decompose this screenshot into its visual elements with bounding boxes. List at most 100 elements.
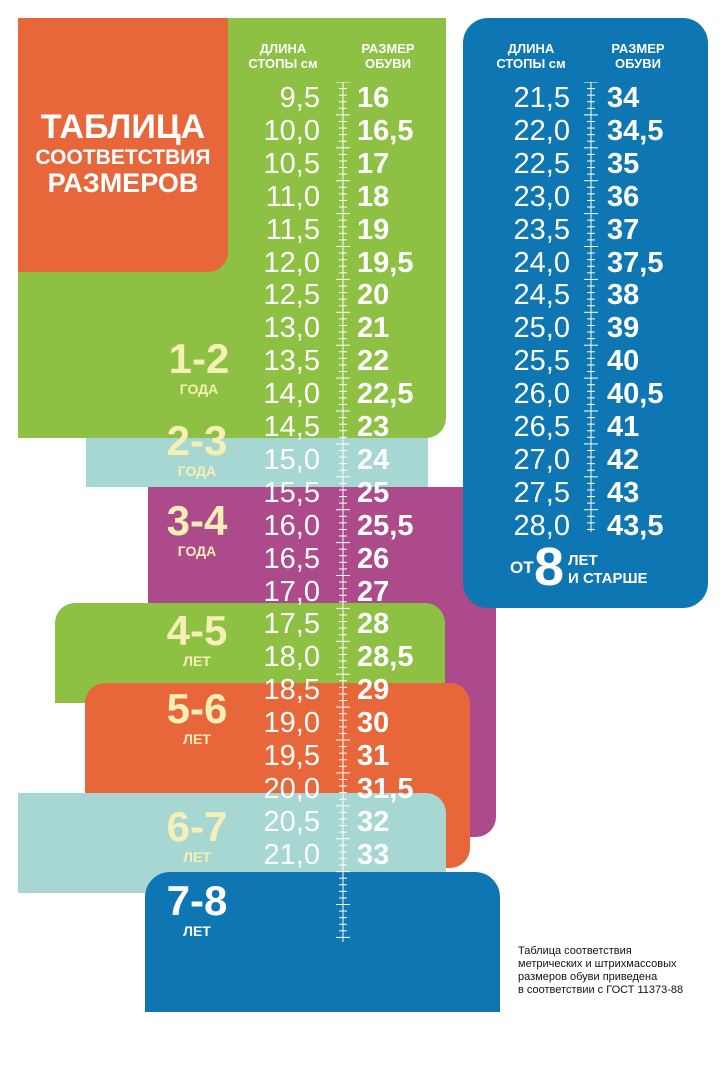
- header-size: РАЗМЕР ОБУВИ: [361, 41, 415, 71]
- age-range: 2-3: [166, 417, 228, 464]
- foot-length-cell: 10,0: [263, 114, 320, 147]
- shoe-size-cell: 21: [357, 312, 390, 345]
- shoe-size-cell: 30: [357, 707, 390, 740]
- shoe-size-cell: 22: [357, 345, 390, 378]
- age-group-label: 1-2 ГОДА: [144, 335, 254, 397]
- shoe-size-cell: 27: [357, 575, 390, 608]
- foot-length-cell: 28,0: [513, 509, 570, 542]
- foot-length-cell: 23,5: [513, 213, 570, 246]
- age-unit: ГОДА: [179, 381, 219, 397]
- shoe-size-cell: 16: [357, 82, 390, 114]
- age-range: 5-6: [166, 685, 228, 732]
- shoe-size-cell: 28,5: [357, 641, 414, 674]
- foot-length-cell: 27,0: [513, 443, 570, 476]
- foot-length-cell: 27,5: [513, 476, 570, 509]
- age-unit: ЛЕТ: [183, 849, 211, 865]
- foot-length-cell: 18,0: [263, 641, 320, 674]
- shoe-size-cell: 17: [357, 147, 390, 180]
- shoe-size-cell: 38: [607, 279, 640, 312]
- foot-length-cell: 25,0: [513, 312, 570, 345]
- age-unit: ЛЕТ: [183, 923, 211, 939]
- foot-length-cell: 20,0: [263, 772, 320, 805]
- foot-length-cell: 13,5: [263, 345, 320, 378]
- age-group-label: 5-6 ЛЕТ: [142, 685, 252, 747]
- shoe-size-cell: 16,5: [357, 114, 414, 147]
- foot-length-cell: 21,5: [513, 82, 570, 114]
- shoe-size-cell: 28: [357, 608, 390, 641]
- age-range: 6-7: [166, 803, 228, 850]
- bg-block-purple-3-4: [148, 487, 460, 603]
- age-unit: ГОДА: [177, 543, 217, 559]
- shoe-size-cell: 18: [357, 180, 390, 213]
- foot-length-cell: 12,5: [263, 279, 320, 312]
- age-unit: ЛЕТ: [183, 731, 211, 747]
- shoe-size-cell: 34: [607, 82, 640, 114]
- foot-length-cell: 15,5: [263, 476, 320, 509]
- foot-length-cell: 9,5: [279, 82, 320, 114]
- shoe-size-cell: 37,5: [607, 246, 664, 279]
- shoe-size-cell: 19,5: [357, 246, 414, 279]
- foot-length-cell: 11,5: [265, 213, 320, 246]
- shoe-size-cell: 29: [357, 674, 390, 707]
- foot-length-cell: 22,0: [513, 114, 570, 147]
- age-range: 4-5: [166, 607, 228, 654]
- age-unit: ГОДА: [177, 463, 217, 479]
- foot-length-cell: 10,5: [263, 147, 320, 180]
- shoe-size-cell: 31: [357, 740, 390, 772]
- shoe-size-cell: 39: [607, 312, 640, 345]
- shoe-size-cell: 36: [607, 180, 640, 213]
- foot-length-cell: 20,5: [263, 805, 320, 838]
- shoe-size-cell: 42: [607, 443, 640, 476]
- shoe-size-cell: 32: [357, 805, 390, 838]
- age-range: 3-4: [166, 497, 228, 544]
- bg-block-orange-title: [18, 18, 228, 272]
- header-size-right: РАЗМЕР ОБУВИ: [611, 41, 665, 71]
- age-unit: ЛЕТ: [183, 653, 211, 669]
- shoe-size-cell: 26: [357, 542, 390, 575]
- foot-length-cell: 22,5: [513, 147, 570, 180]
- shoe-size-cell: 40,5: [607, 378, 664, 411]
- foot-length-cell: 19,0: [263, 707, 320, 740]
- age-range: 7-8: [166, 877, 228, 924]
- shoe-size-cell: 19: [357, 213, 390, 246]
- footnote: Таблица соответствия метрических и штрих…: [518, 945, 684, 996]
- shoe-size-cell: 43: [607, 476, 640, 509]
- foot-length-cell: 16,0: [263, 509, 320, 542]
- foot-length-cell: 23,0: [513, 180, 570, 213]
- shoe-size-cell: 20: [357, 279, 390, 312]
- shoe-size-cell: 25,5: [357, 509, 414, 542]
- age-range: 1-2: [168, 335, 230, 382]
- shoe-size-cell: 22,5: [357, 378, 414, 411]
- foot-length-cell: 26,5: [513, 411, 570, 443]
- title-line-1: ТАБЛИЦА: [40, 108, 206, 146]
- header-length: ДЛИНА СТОПЫ см: [248, 41, 318, 71]
- older-prefix: ОТ: [510, 558, 534, 577]
- foot-length-cell: 14,0: [263, 378, 320, 411]
- foot-length-cell: 25,5: [513, 345, 570, 378]
- foot-length-cell: 12,0: [263, 246, 320, 279]
- page-title: ТАБЛИЦА СООТВЕТСТВИЯ РАЗМЕРОВ: [18, 110, 228, 197]
- shoe-size-cell: 23: [357, 411, 390, 443]
- foot-length-cell: 21,0: [263, 838, 320, 871]
- foot-length-cell: 17,0: [263, 575, 320, 608]
- age-group-label: 7-8 ЛЕТ: [142, 877, 252, 939]
- age-group-label: 3-4 ГОДА: [142, 497, 252, 559]
- foot-length-cell: 16,5: [263, 542, 320, 575]
- older-line-2: И СТАРШЕ: [568, 570, 648, 587]
- age-group-label: 2-3 ГОДА: [142, 417, 252, 479]
- shoe-size-cell: 41: [607, 411, 640, 443]
- foot-length-cell: 18,5: [263, 674, 320, 707]
- shoe-size-cell: 35: [607, 147, 640, 180]
- foot-length-cell: 15,0: [263, 443, 320, 476]
- ruler-right: [584, 82, 598, 532]
- older-age-label: ОТ 8 ЛЕТ И СТАРШЕ: [490, 540, 690, 598]
- shoe-size-cell: 31,5: [357, 772, 414, 805]
- shoe-size-cell: 25: [357, 476, 390, 509]
- foot-length-cell: 26,0: [513, 378, 570, 411]
- title-line-2: СООТВЕТСТВИЯ: [35, 146, 211, 169]
- shoe-size-cell: 33: [357, 838, 390, 871]
- shoe-size-cell: 37: [607, 213, 640, 246]
- age-group-label: 4-5 ЛЕТ: [142, 607, 252, 669]
- foot-length-cell: 24,5: [513, 279, 570, 312]
- foot-length-cell: 24,0: [513, 246, 570, 279]
